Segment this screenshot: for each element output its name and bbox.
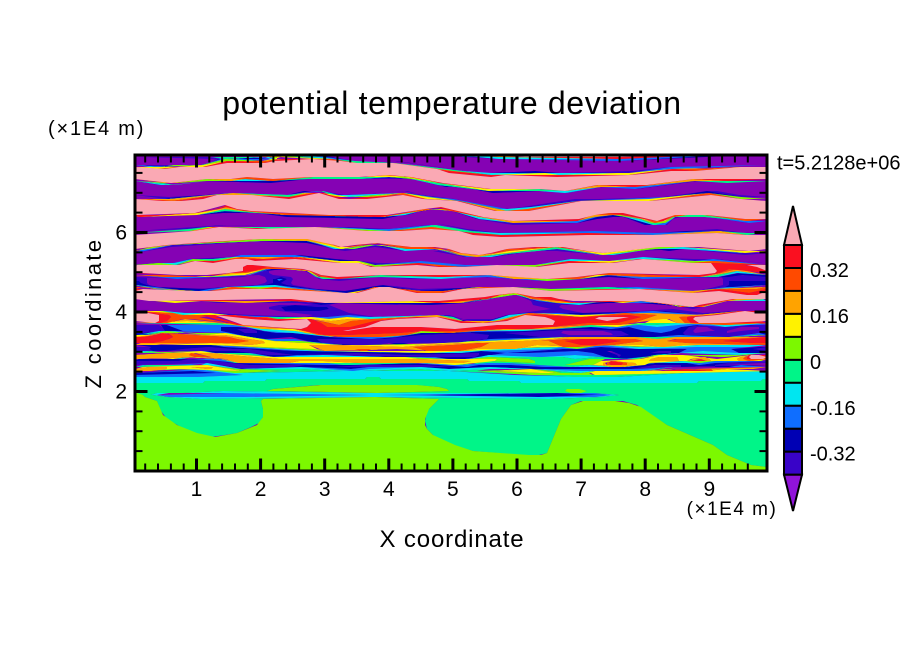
svg-text:t=5.2128e+06: t=5.2128e+06: [777, 153, 900, 175]
svg-text:0.32: 0.32: [810, 260, 849, 282]
svg-text:(×1E4 m): (×1E4 m): [687, 499, 778, 520]
svg-text:8: 8: [639, 478, 651, 501]
svg-text:2: 2: [255, 478, 267, 501]
svg-text:Z coordinate: Z coordinate: [81, 237, 106, 388]
svg-text:X coordinate: X coordinate: [380, 526, 525, 553]
svg-text:6: 6: [511, 478, 523, 501]
svg-text:9: 9: [703, 478, 715, 501]
svg-text:-0.16: -0.16: [810, 398, 856, 420]
svg-text:4: 4: [383, 478, 395, 501]
svg-text:2: 2: [115, 381, 127, 404]
svg-text:potential temperature deviatio: potential temperature deviation: [222, 85, 682, 121]
svg-text:0: 0: [810, 352, 821, 374]
svg-text:7: 7: [575, 478, 587, 501]
svg-text:5: 5: [447, 478, 459, 501]
svg-text:1: 1: [191, 478, 203, 501]
svg-text:(×1E4 m): (×1E4 m): [48, 118, 145, 140]
svg-text:3: 3: [319, 478, 331, 501]
svg-text:-0.32: -0.32: [810, 444, 856, 466]
svg-text:6: 6: [115, 222, 127, 245]
svg-text:0.16: 0.16: [810, 306, 849, 328]
svg-text:4: 4: [115, 301, 127, 324]
